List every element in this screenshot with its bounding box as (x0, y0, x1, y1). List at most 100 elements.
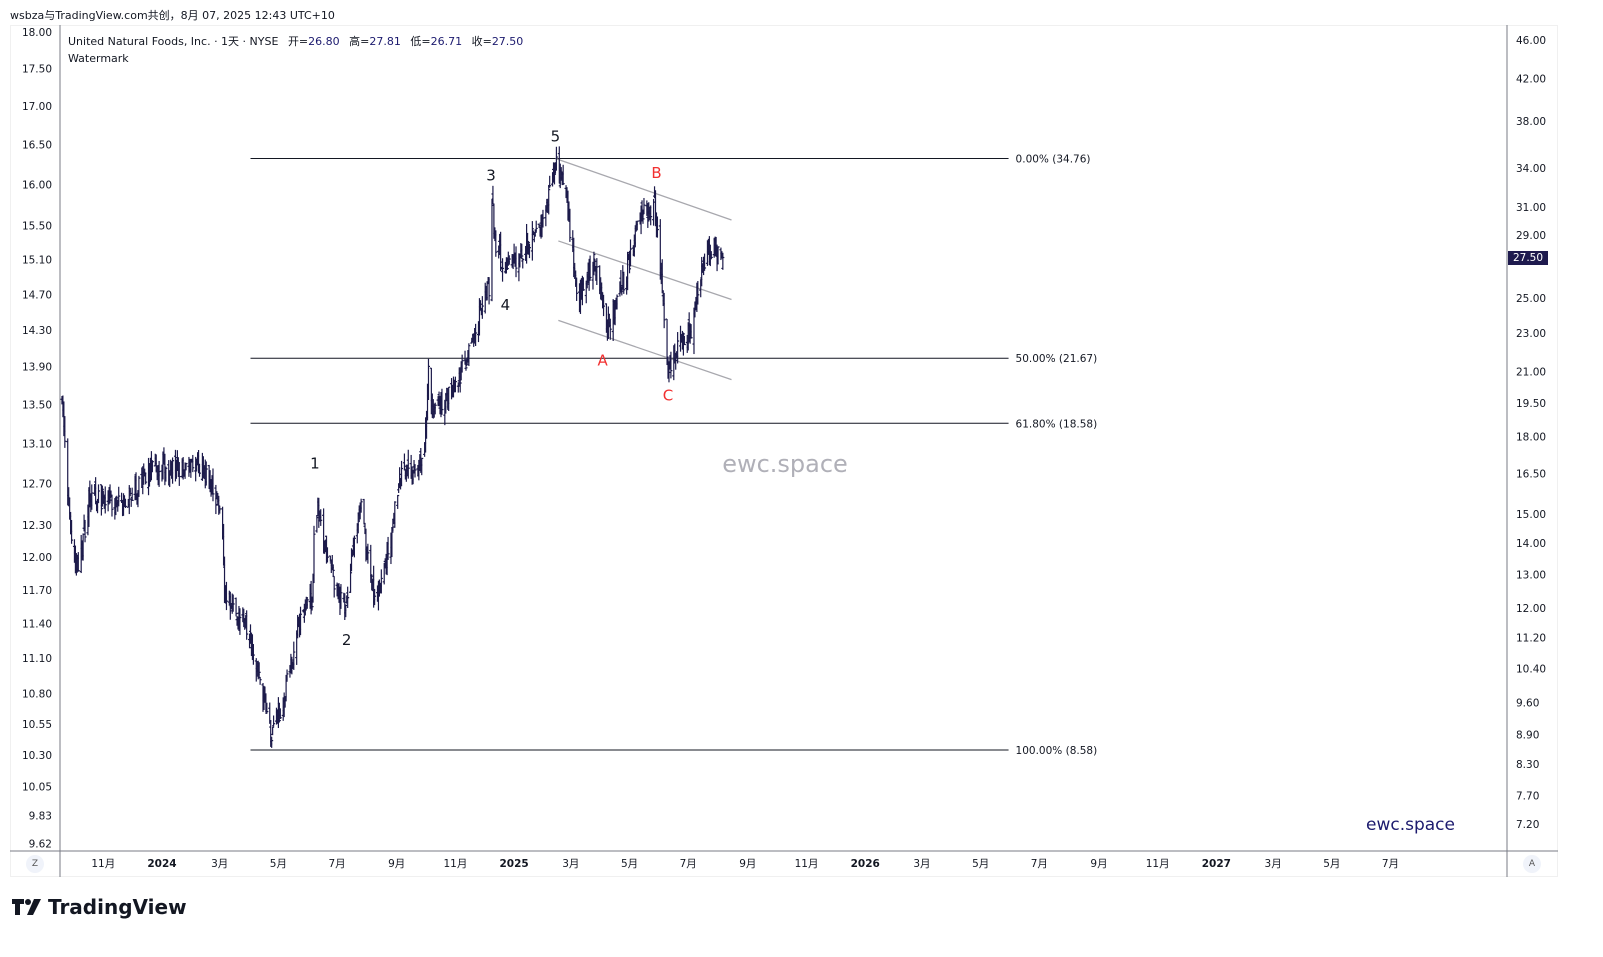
right-axis-tick: 8.30 (1516, 759, 1539, 771)
right-axis-tick: 10.40 (1516, 664, 1546, 676)
time-axis-tick: 3月 (562, 858, 579, 870)
ohlc-bar (251, 644, 255, 665)
left-axis-tick: 9.83 (29, 810, 52, 822)
channel-line[interactable] (558, 240, 732, 301)
right-axis-tick: 18.00 (1516, 432, 1546, 444)
ohlc-bar (184, 462, 188, 471)
time-axis-tick: 9月 (739, 858, 756, 870)
ohlc-bar (674, 352, 678, 370)
right-axis-tick: 12.00 (1516, 603, 1546, 615)
ohlc-bar (541, 209, 545, 228)
wave-label-a: A (597, 352, 608, 370)
chart-frame (10, 25, 1558, 877)
ohlc-bar (628, 250, 632, 274)
time-axis[interactable]: 11月 2024 3月 5月 7月 9月 11月 2025 3月 5月 7月 9月 11月 2026 3月 5… (91, 858, 1399, 870)
left-axis-tick: 16.50 (22, 140, 52, 152)
chart-caption: wsbza与TradingView.com共创，8月 07, 2025 12:4… (10, 9, 335, 22)
ohlc-bar (191, 454, 195, 473)
ohlc-bar (474, 323, 478, 347)
log-scale-button-left[interactable]: Z (26, 855, 44, 873)
ohlc-bar (271, 726, 275, 736)
ohlc-bar (144, 472, 148, 485)
right-axis-tick: 21.00 (1516, 367, 1546, 379)
wave-label-1: 1 (310, 454, 320, 472)
open-label: 开= (287, 35, 309, 48)
auto-scale-button[interactable]: A (1523, 855, 1541, 873)
channel-line[interactable] (558, 319, 732, 381)
ohlc-bar (238, 608, 242, 635)
close-label: 收= (471, 35, 492, 48)
left-price-axis[interactable]: 18.00 17.50 17.00 16.50 16.00 15.50 15.10 14.70… (22, 27, 52, 850)
ohlc-bar (548, 175, 552, 188)
right-axis-tick: 29.00 (1516, 230, 1546, 242)
ohlc-bar (467, 343, 471, 367)
ohlc-bar (635, 220, 639, 231)
left-axis-tick: 17.50 (22, 63, 52, 75)
parallel-channel[interactable] (555, 157, 732, 381)
time-axis-tick: 5月 (972, 858, 989, 870)
ohlc-bar (527, 240, 531, 255)
wave-label-c: C (663, 387, 673, 405)
low-value: 26.71 (430, 35, 463, 48)
fib-retracement[interactable]: 0.00% (34.76) 50.00% (21.67) 61.80% (18.58… (250, 153, 1098, 757)
time-axis-tick: 5月 (270, 858, 287, 870)
ohlc-bar (312, 525, 316, 584)
right-price-axis[interactable]: 46.00 42.00 38.00 34.00 31.00 29.00 25.00 23.00… (1516, 35, 1546, 831)
ohlc-bar (168, 470, 172, 488)
ohlc-bar (530, 221, 534, 261)
ohlc-bar (400, 460, 404, 487)
fib-level-label: 61.80% (18.58) (1016, 418, 1098, 430)
time-axis-tick: 11月 (795, 858, 819, 870)
ohlc-bar (660, 259, 664, 294)
ohlc-bar (642, 197, 646, 215)
ohlc-bar (413, 464, 417, 478)
time-axis-tick: 2027 (1202, 858, 1231, 870)
ohlc-bar (721, 252, 725, 270)
left-axis-tick: 17.00 (22, 101, 52, 113)
left-axis-tick: 10.30 (22, 750, 52, 762)
ohlc-bar (224, 581, 228, 611)
ohlc-bar (325, 547, 329, 563)
ohlc-bar (373, 588, 377, 606)
wave-label-4: 4 (501, 296, 511, 314)
ohlc-bar (218, 505, 222, 514)
ohlc-bar (198, 463, 202, 477)
ohlc-bar (593, 258, 597, 272)
ohlc-bar (130, 487, 134, 502)
ohlc-bar (272, 715, 276, 727)
left-axis-tick: 15.50 (22, 221, 52, 233)
left-axis-tick: 12.00 (22, 552, 52, 564)
ohlc-bar (628, 239, 632, 267)
wave-label-b: B (651, 164, 661, 182)
open-value: 26.80 (308, 35, 340, 48)
ohlc-bar (514, 246, 518, 278)
ohlc-bar (581, 277, 585, 291)
ohlc-bar (90, 484, 94, 510)
ohlc-bar (681, 332, 685, 356)
right-axis-tick: 14.00 (1516, 538, 1546, 550)
low-label: 低= (410, 35, 431, 48)
ohlc-bar (315, 514, 319, 533)
left-axis-tick: 16.00 (22, 180, 52, 192)
ohlc-bar (426, 358, 430, 400)
right-axis-tick: 15.00 (1516, 509, 1546, 521)
right-axis-tick: 34.00 (1516, 163, 1546, 175)
ohlc-bar (676, 332, 680, 364)
ohlc-bar (499, 231, 503, 272)
ohlc-bar (117, 486, 121, 507)
channel-line[interactable] (555, 157, 732, 221)
left-axis-tick: 13.50 (22, 400, 52, 412)
symbol-title[interactable]: United Natural Foods, Inc. · 1天 · NYSE (68, 35, 279, 48)
ohlc-bar (150, 460, 154, 473)
ohlc-bar (716, 246, 720, 265)
ohlc-bar (534, 220, 538, 233)
right-axis-tick: 7.20 (1516, 819, 1539, 831)
watermark-indicator[interactable]: Watermark (68, 52, 129, 65)
ohlc-bar (447, 386, 451, 412)
ohlc-bar (615, 294, 619, 310)
chart-legend: United Natural Foods, Inc. · 1天 · NYSE 开… (68, 33, 529, 67)
ohlc-bar (649, 205, 653, 226)
tradingview-logo[interactable]: TradingView (12, 895, 187, 919)
ohlc-bar (393, 501, 397, 528)
